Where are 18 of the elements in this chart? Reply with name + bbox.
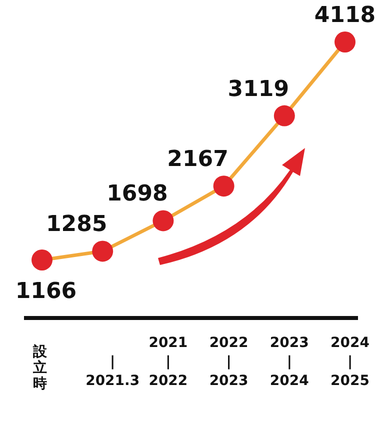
data-label: 1698: [106, 182, 168, 207]
x-tick-label: 2022 | 2023: [209, 335, 248, 389]
point: [152, 210, 174, 232]
point: [213, 176, 234, 197]
point: [334, 32, 356, 52]
x-tick-label: 2023 | 2024: [270, 335, 310, 389]
point: [274, 105, 295, 126]
x-tick-label: 2021 | 2022: [148, 335, 188, 389]
x-tick-label: 2024 | 2025: [330, 335, 370, 389]
data-label: 3119: [228, 76, 290, 102]
data-label: 1166: [15, 279, 77, 304]
x-tick-label: | 2021.3: [86, 354, 140, 389]
data-label: 1285: [46, 212, 108, 238]
point: [92, 240, 114, 262]
point: [32, 250, 52, 270]
x-tick-label: 設立時: [32, 344, 48, 392]
data-label: 4118: [314, 3, 376, 28]
data-label: 2167: [167, 147, 228, 172]
